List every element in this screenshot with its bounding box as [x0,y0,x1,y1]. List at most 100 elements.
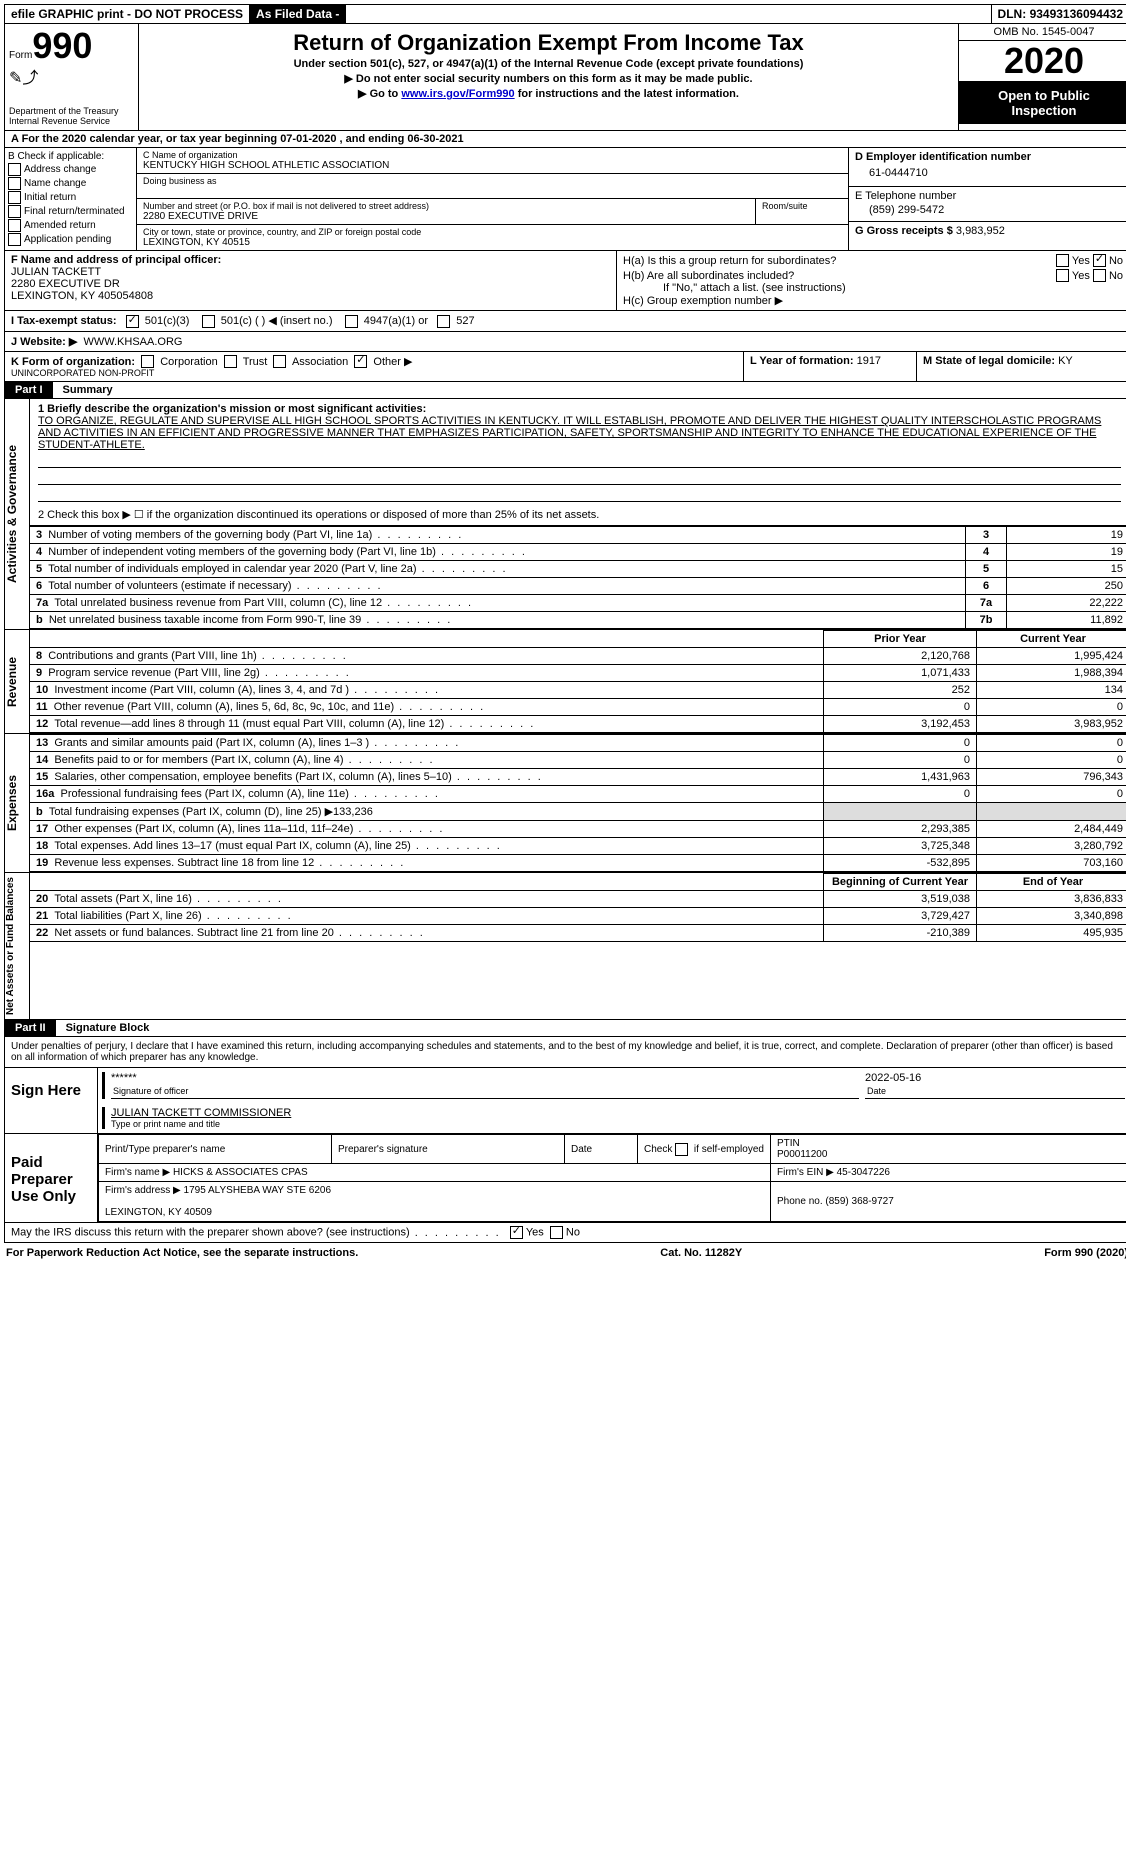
table-row: b Net unrelated business taxable income … [30,612,1126,629]
omb-number: OMB No. 1545-0047 [959,24,1126,41]
expenses-table: 13 Grants and similar amounts paid (Part… [30,734,1126,872]
table-row: 22 Net assets or fund balances. Subtract… [30,925,1126,942]
cb-amended-return[interactable] [8,219,21,232]
cb-hb-no[interactable] [1093,269,1106,282]
header-mid: Return of Organization Exempt From Incom… [139,24,958,130]
cb-501c3[interactable] [126,315,139,328]
footer: For Paperwork Reduction Act Notice, see … [4,1243,1126,1263]
cb-address-change[interactable] [8,163,21,176]
table-row: 7a Total unrelated business revenue from… [30,595,1126,612]
firm-name: HICKS & ASSOCIATES CPAS [173,1167,308,1178]
col-de: D Employer identification number 61-0444… [849,148,1126,250]
table-row: 5 Total number of individuals employed i… [30,561,1126,578]
table-row: 12 Total revenue—add lines 8 through 11 … [30,716,1126,733]
cb-discuss-no[interactable] [550,1226,563,1239]
org-street: 2280 EXECUTIVE DRIVE [143,211,749,222]
org-name: KENTUCKY HIGH SCHOOL ATHLETIC ASSOCIATIO… [143,160,842,171]
table-row: 17 Other expenses (Part IX, column (A), … [30,821,1126,838]
cb-assoc[interactable] [273,355,286,368]
gov-table: 3 Number of voting members of the govern… [30,526,1126,629]
vtab-revenue: Revenue [5,630,30,733]
cb-501c[interactable] [202,315,215,328]
row-fh: F Name and address of principal officer:… [4,251,1126,311]
form-header: Form990 ✎⤴ Department of the Treasury In… [4,24,1126,131]
dln: DLN: 93493136094432 [992,5,1126,23]
section-bcde: B Check if applicable: Address change Na… [4,148,1126,251]
org-city: LEXINGTON, KY 40515 [143,237,842,248]
tax-year: 2020 [959,41,1126,82]
table-row: 3 Number of voting members of the govern… [30,527,1126,544]
firm-ein: 45-3047226 [837,1167,890,1178]
website: WWW.KHSAA.ORG [83,336,182,348]
open-public: Open to Public Inspection [959,82,1126,124]
row-klm: K Form of organization: Corporation Trus… [4,352,1126,383]
table-row: 13 Grants and similar amounts paid (Part… [30,735,1126,752]
dept-label: Department of the Treasury Internal Reve… [9,106,134,126]
cb-initial-return[interactable] [8,191,21,204]
cb-self-employed[interactable] [675,1143,688,1156]
table-row: 19 Revenue less expenses. Subtract line … [30,855,1126,872]
irs-link[interactable]: www.irs.gov/Form990 [401,88,514,100]
table-row: 16a Professional fundraising fees (Part … [30,786,1126,803]
netassets-section: Net Assets or Fund Balances Beginning of… [4,873,1126,1020]
table-row: b Total fundraising expenses (Part IX, c… [30,803,1126,821]
ein: 61-0444710 [855,163,1123,183]
vtab-governance: Activities & Governance [5,399,30,629]
row-a-period: A For the 2020 calendar year, or tax yea… [4,131,1126,148]
table-row: 20 Total assets (Part X, line 16)3,519,0… [30,891,1126,908]
as-filed-label: As Filed Data - [250,5,346,23]
header-left: Form990 ✎⤴ Department of the Treasury In… [5,24,139,130]
cb-name-change[interactable] [8,177,21,190]
efile-notice: efile GRAPHIC print - DO NOT PROCESS [5,5,250,23]
revenue-table: Prior Year Current Year 8 Contributions … [30,630,1126,733]
table-row: 9 Program service revenue (Part VIII, li… [30,665,1126,682]
row-i: I Tax-exempt status: 501(c)(3) 501(c) ( … [4,311,1126,332]
table-row: 14 Benefits paid to or for members (Part… [30,752,1126,769]
sign-here-label: Sign Here [5,1068,98,1133]
row-j: J Website: ▶ WWW.KHSAA.ORG [4,332,1126,352]
expenses-section: Expenses 13 Grants and similar amounts p… [4,734,1126,873]
netassets-table: Beginning of Current Year End of Year 20… [30,873,1126,942]
state-domicile: KY [1058,355,1073,367]
cb-trust[interactable] [224,355,237,368]
signature-block: Under penalties of perjury, I declare th… [4,1037,1126,1223]
governance-section: Activities & Governance 1 Briefly descri… [4,399,1126,630]
gross-receipts: 3,983,952 [956,225,1005,237]
part1-header: Part ISummary [4,382,1126,399]
table-row: 4 Number of independent voting members o… [30,544,1126,561]
cb-4947[interactable] [345,315,358,328]
vtab-expenses: Expenses [5,734,30,872]
col-b: B Check if applicable: Address change Na… [5,148,137,250]
cb-application-pending[interactable] [8,233,21,246]
cb-ha-no[interactable] [1093,254,1106,267]
cb-527[interactable] [437,315,450,328]
topbar-spacer [346,5,991,23]
part2-header: Part IISignature Block [4,1020,1126,1037]
phone: (859) 299-5472 [855,202,1123,218]
preparer-table: Print/Type preparer's name Preparer's si… [98,1134,1126,1222]
cb-corp[interactable] [141,355,154,368]
cb-other[interactable] [354,355,367,368]
cb-discuss-yes[interactable] [510,1226,523,1239]
vtab-netassets: Net Assets or Fund Balances [5,873,30,1019]
paid-prep-label: Paid Preparer Use Only [5,1134,98,1222]
table-row: 11 Other revenue (Part VIII, column (A),… [30,699,1126,716]
officer-name: JULIAN TACKETT COMMISSIONER [111,1107,1125,1119]
table-row: 18 Total expenses. Add lines 13–17 (must… [30,838,1126,855]
year-formation: 1917 [857,355,881,367]
ptin: P00011200 [777,1149,827,1160]
header-right: OMB No. 1545-0047 2020 Open to Public In… [958,24,1126,130]
table-row: 8 Contributions and grants (Part VIII, l… [30,648,1126,665]
firm-phone: (859) 368-9727 [825,1196,893,1207]
cb-ha-yes[interactable] [1056,254,1069,267]
form-title: Return of Organization Exempt From Incom… [143,30,954,56]
cb-hb-yes[interactable] [1056,269,1069,282]
mission-block: 1 Briefly describe the organization's mi… [30,399,1126,526]
col-c: C Name of organization KENTUCKY HIGH SCH… [137,148,849,250]
table-row: 10 Investment income (Part VIII, column … [30,682,1126,699]
cb-final-return[interactable] [8,205,21,218]
officer: JULIAN TACKETT 2280 EXECUTIVE DR LEXINGT… [11,266,610,302]
topbar: efile GRAPHIC print - DO NOT PROCESS As … [4,4,1126,24]
table-row: 6 Total number of volunteers (estimate i… [30,578,1126,595]
table-row: 21 Total liabilities (Part X, line 26)3,… [30,908,1126,925]
